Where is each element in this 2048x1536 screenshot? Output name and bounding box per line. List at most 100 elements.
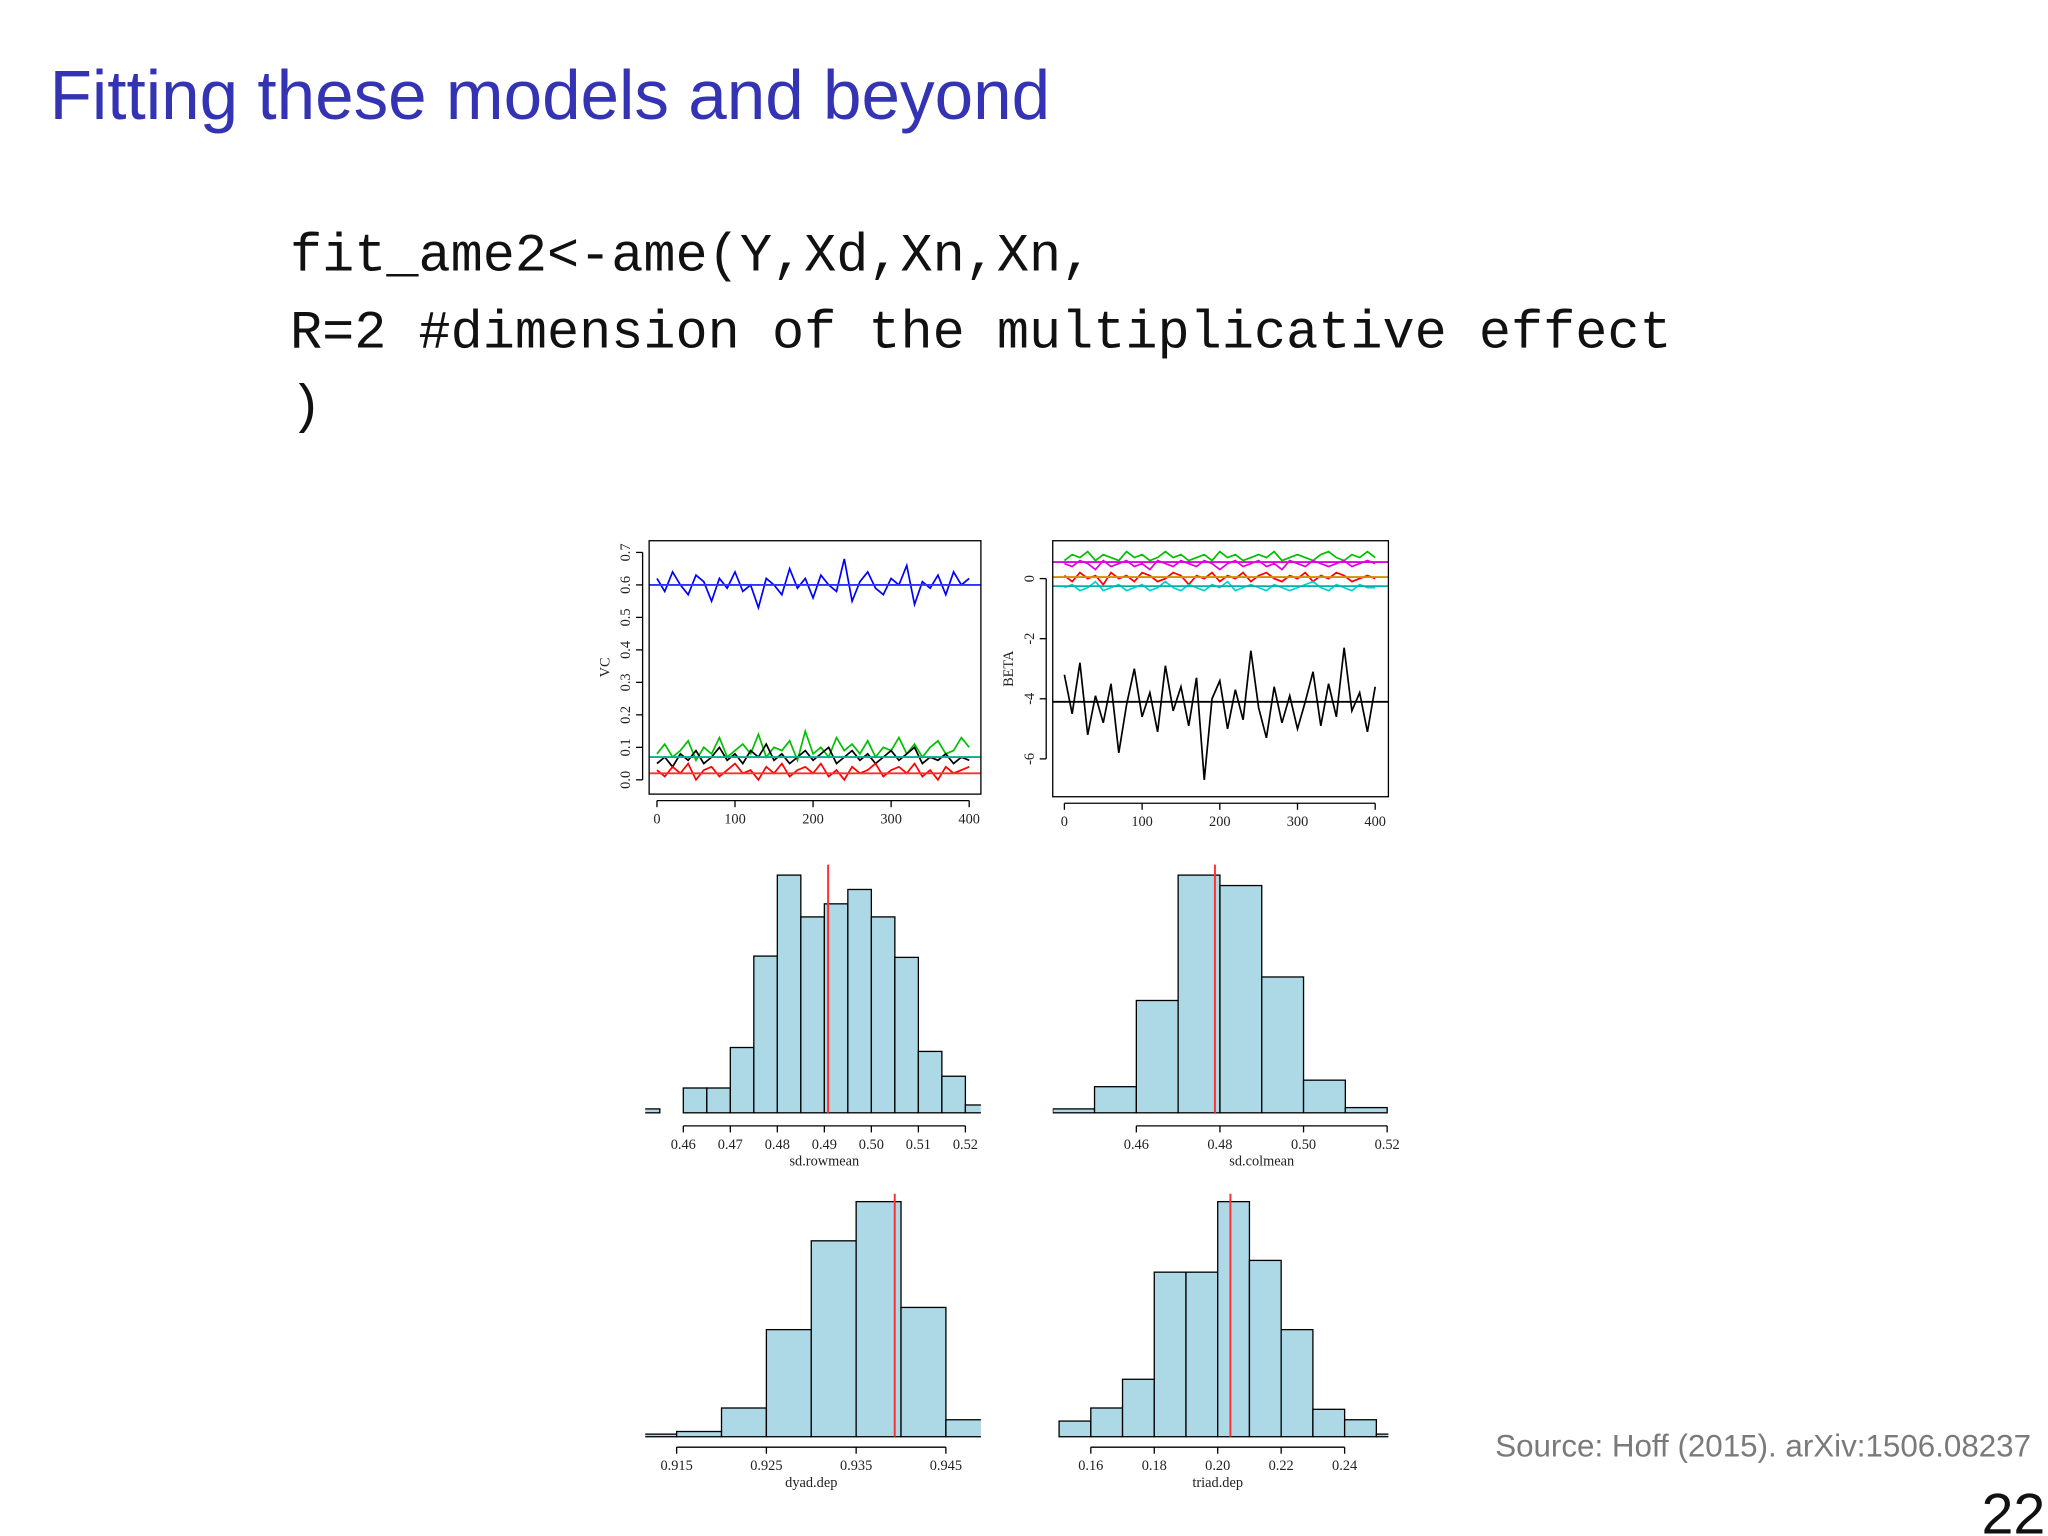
- x-axis-label: dyad.dep: [785, 1475, 837, 1491]
- x-tick-label: 0.945: [930, 1458, 962, 1474]
- chart-panel: 0 100 200 300 400 0.0 0.1 0.2 0.3 0.4 0.5 0.6 0.7 VC: [597, 540, 982, 828]
- histogram-bar: [1121, 1378, 1155, 1438]
- y-tick-label: -6: [1022, 753, 1038, 765]
- histogram-bar: [753, 955, 778, 1114]
- x-tick-label: 0.46: [671, 1137, 696, 1153]
- x-tick-label: 0.22: [1269, 1458, 1294, 1474]
- histogram-bar: [1344, 1106, 1388, 1114]
- histogram-bar: [1302, 1079, 1347, 1114]
- code-line: ): [290, 378, 322, 439]
- histogram-bar: [706, 1087, 731, 1114]
- x-tick-label: 0.48: [765, 1137, 790, 1153]
- x-tick-label: 0.51: [906, 1137, 931, 1153]
- x-tick-label: 0.50: [1291, 1137, 1316, 1153]
- trace-line: [1064, 559, 1376, 571]
- x-tick-label: 300: [1287, 814, 1309, 830]
- trace-line: [656, 558, 970, 611]
- x-tick-label: 0.935: [840, 1458, 872, 1474]
- histogram-bar: [1219, 884, 1263, 1114]
- histogram-bar: [1093, 1086, 1137, 1114]
- histogram-bar: [1185, 1271, 1219, 1438]
- x-tick-label: 0: [653, 812, 660, 828]
- histogram-bar: [894, 956, 920, 1114]
- chart-panel: 0.915 0.925 0.935 0.945 dyad.dep: [645, 1193, 981, 1491]
- x-tick-label: 0.16: [1078, 1458, 1103, 1474]
- histogram-bar: [1135, 999, 1179, 1114]
- chart-panel: 0 100 200 300 400 -6 -4 -2 0 BETA: [1001, 540, 1390, 830]
- histogram-bar: [1280, 1328, 1314, 1438]
- x-tick-label: 0.915: [660, 1458, 692, 1474]
- histogram-bar: [765, 1328, 812, 1438]
- histogram-bar: [917, 1050, 943, 1114]
- x-tick-label: 100: [1131, 814, 1153, 830]
- x-tick-label: 200: [802, 812, 824, 828]
- trace-line: [1063, 550, 1376, 562]
- histogram-bar: [900, 1306, 947, 1438]
- histogram-bar: [1343, 1419, 1378, 1438]
- histogram-bar: [1052, 1108, 1096, 1114]
- x-tick-label: 0.47: [718, 1137, 743, 1153]
- slide-title: Fitting these models and beyond: [50, 56, 1050, 134]
- chart-panel: 0.16 0.18 0.20 0.22 0.24 triad.dep: [1058, 1193, 1389, 1491]
- trace-line: [1063, 647, 1377, 780]
- x-tick-label: 0.48: [1207, 1137, 1232, 1153]
- histogram-bar: [720, 1407, 768, 1438]
- histogram-bar: [675, 1430, 723, 1438]
- y-axis-label: BETA: [1001, 650, 1017, 687]
- trace-line: [656, 742, 970, 769]
- histogram-bar: [729, 1046, 755, 1114]
- x-tick-label: 0.52: [1375, 1137, 1400, 1153]
- x-tick-label: 0: [1061, 814, 1068, 830]
- plot-area: [645, 864, 981, 1114]
- histogram-bar: [810, 1240, 857, 1438]
- histogram-bar: [945, 1419, 981, 1438]
- histogram-bar: [1248, 1259, 1282, 1438]
- x-tick-label: 0.24: [1332, 1458, 1357, 1474]
- y-tick-label: -2: [1022, 633, 1038, 645]
- x-tick-label: 400: [1364, 814, 1386, 830]
- histogram-bar: [1090, 1407, 1124, 1438]
- plot-area: [1058, 1193, 1389, 1438]
- plot-frame: [1052, 540, 1390, 798]
- x-tick-label: 300: [880, 812, 902, 828]
- y-tick-label: 0.7: [618, 543, 634, 561]
- plot-frame: [648, 540, 982, 795]
- x-tick-label: 0.50: [859, 1137, 884, 1153]
- y-tick-label: 0.5: [618, 608, 634, 626]
- histogram-bar: [1058, 1420, 1092, 1438]
- plot-area: [645, 1193, 981, 1438]
- x-tick-label: 0.46: [1124, 1137, 1149, 1153]
- histogram-bar: [1177, 874, 1221, 1114]
- x-axis-label: sd.colmean: [1229, 1154, 1294, 1170]
- y-tick-label: 0.1: [618, 738, 634, 756]
- figure: 0 100 200 300 4000.00.10.20.30.40.50.60.7VC0…: [597, 540, 1400, 1491]
- histogram-bar: [847, 888, 873, 1114]
- histogram-bar: [682, 1087, 708, 1114]
- x-tick-label: 0.49: [812, 1137, 837, 1153]
- code-line: fit_ame2<-ame(Y,Xd,Xn,Xn,: [290, 226, 1093, 287]
- y-tick-label: 0.4: [618, 641, 634, 659]
- histogram-bar: [1261, 976, 1305, 1114]
- y-tick-label: -4: [1022, 693, 1038, 705]
- x-tick-label: 0.18: [1142, 1458, 1167, 1474]
- page-number: 22: [1981, 1482, 2045, 1536]
- chart-panel: 0.46 0.48 0.50 0.52 sd.colmean: [1052, 864, 1400, 1170]
- y-tick-label: 0.0: [618, 771, 634, 789]
- x-tick-label: 400: [958, 812, 980, 828]
- x-tick-label: 100: [724, 812, 746, 828]
- histogram-bar: [941, 1075, 967, 1114]
- y-tick-label: 0.2: [618, 706, 634, 724]
- y-tick-label: 0.6: [618, 576, 634, 594]
- histogram-bar: [870, 916, 896, 1114]
- histogram-bar: [1153, 1271, 1187, 1438]
- plot-area: [1052, 550, 1389, 780]
- histogram-bar: [645, 1108, 661, 1114]
- plot-area: [1052, 864, 1388, 1114]
- histogram-bar: [964, 1104, 981, 1114]
- trace-line: [656, 728, 970, 764]
- x-tick-label: 0.52: [953, 1137, 978, 1153]
- x-tick-label: 200: [1209, 814, 1231, 830]
- histogram-bar: [1375, 1433, 1389, 1438]
- y-tick-label: 0: [1022, 575, 1038, 582]
